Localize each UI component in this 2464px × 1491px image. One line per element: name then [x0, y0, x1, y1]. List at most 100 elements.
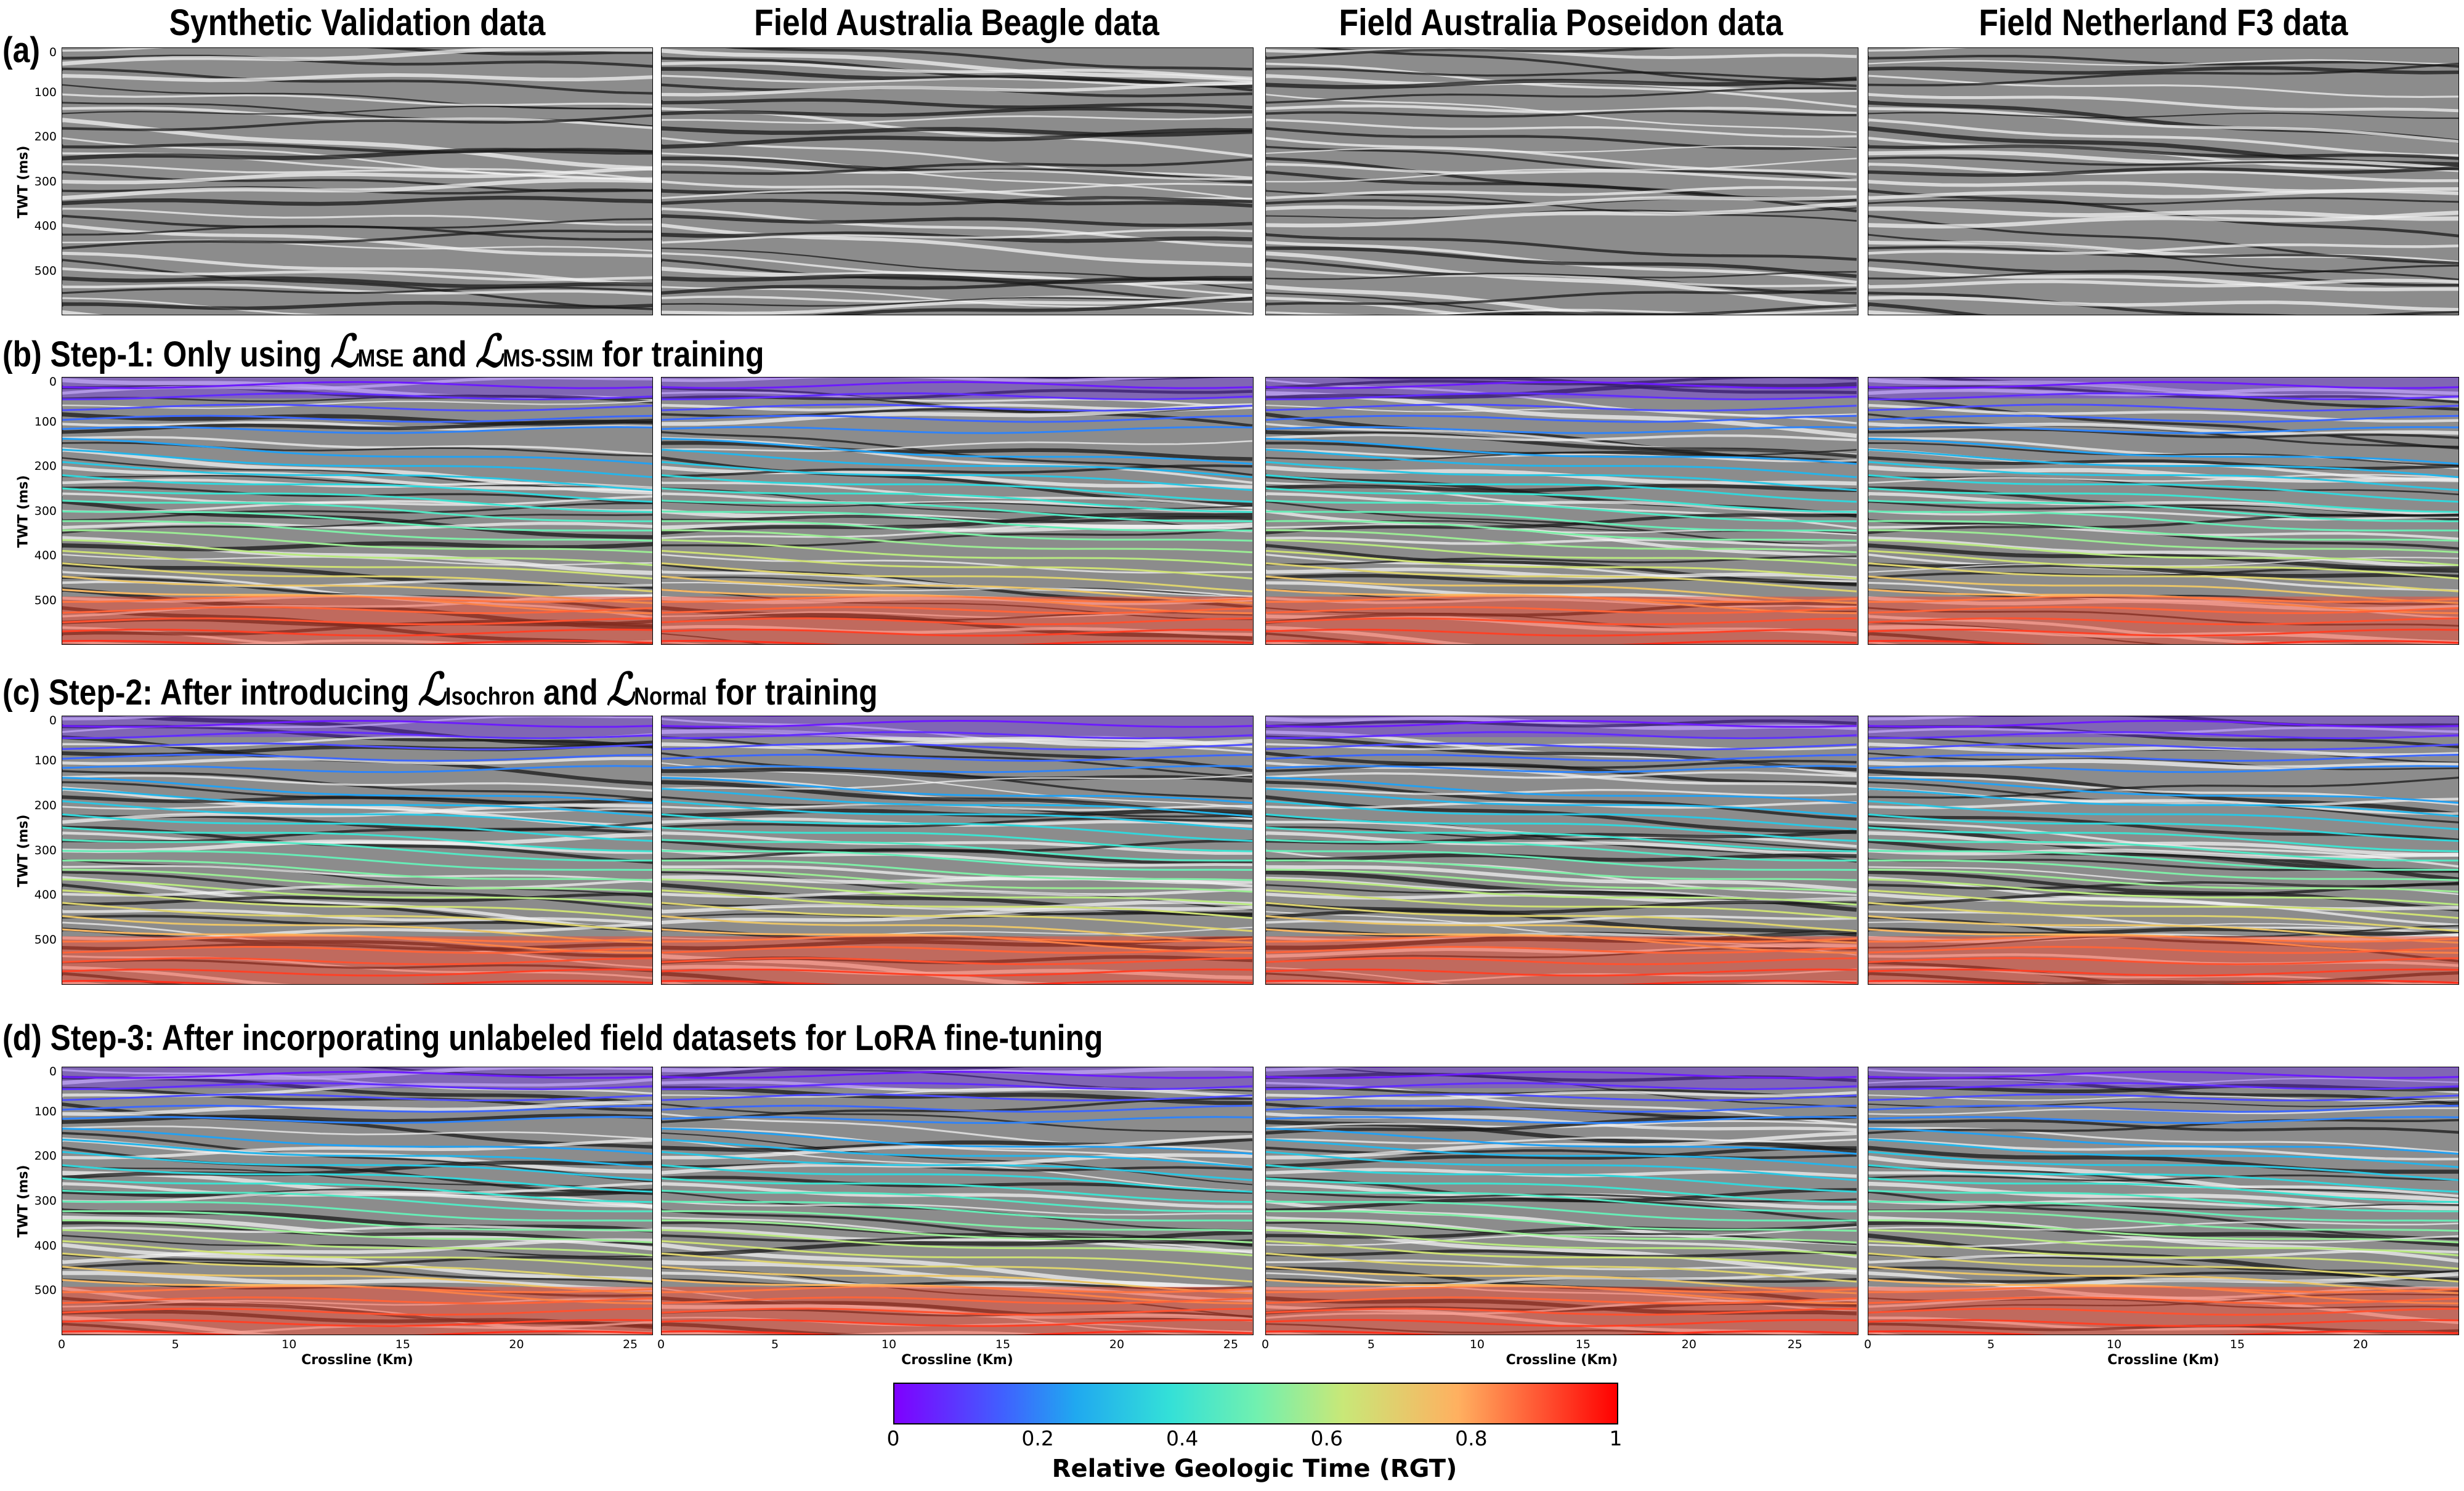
- panel-frame: [1868, 377, 2459, 645]
- y-tick-label: 300: [34, 843, 57, 857]
- y-tick-label: 0: [49, 714, 57, 727]
- x-tick-label: 0: [657, 1338, 665, 1351]
- x-tick-label: 5: [771, 1338, 779, 1351]
- y-tick-label: 200: [34, 130, 57, 143]
- seismic-panel-d-1: [62, 1067, 653, 1335]
- y-tick-label: 100: [34, 414, 57, 429]
- y-axis-label: TWT (ms): [15, 474, 31, 548]
- x-tick-label: 20: [1681, 1338, 1696, 1351]
- seismic-panel-b-1: [62, 377, 653, 645]
- panel-frame: [1265, 716, 1858, 985]
- column-title-beagle: Field Australia Beagle data: [754, 2, 1159, 43]
- x-tick-label: 15: [2229, 1338, 2245, 1351]
- y-tick-label: 200: [34, 798, 57, 812]
- x-tick-label: 15: [1575, 1338, 1591, 1351]
- y-tick-label: 100: [34, 753, 57, 767]
- panel-frame: [1868, 47, 2459, 315]
- seismic-panel-c-2: [661, 716, 1254, 985]
- panel-frame: [62, 716, 653, 985]
- x-axis-label: Crossline (Km): [901, 1352, 1013, 1368]
- x-tick-label: 0: [1261, 1338, 1270, 1351]
- x-tick-label: 10: [1469, 1338, 1485, 1351]
- column-title-poseidon: Field Australia Poseidon data: [1339, 2, 1783, 43]
- y-tick-label: 400: [34, 549, 57, 562]
- y-tick-label: 400: [34, 219, 57, 233]
- panel-frame: [1868, 1067, 2459, 1335]
- panel-frame: [1265, 47, 1858, 315]
- panel-frame: [1265, 377, 1858, 645]
- seismic-panel-d-4: [1868, 1067, 2459, 1335]
- y-tick-label: 500: [34, 264, 57, 278]
- colorbar-tick-label: 0.8: [1455, 1426, 1488, 1450]
- panel-frame: [1868, 716, 2459, 985]
- x-tick-label: 20: [509, 1338, 524, 1351]
- panel-frame: [62, 47, 653, 315]
- y-tick-label: 0: [49, 1065, 57, 1078]
- seismic-panel-b-4: [1868, 377, 2459, 645]
- seismic-panel-c-4: [1868, 716, 2459, 985]
- colorbar-tick-label: 1: [1609, 1426, 1623, 1450]
- seismic-panel-d-2: [661, 1067, 1254, 1335]
- panel-frame: [661, 716, 1254, 985]
- x-axis-label: Crossline (Km): [2107, 1352, 2219, 1368]
- seismic-panel-c-1: [62, 716, 653, 985]
- y-tick-label: 500: [34, 593, 57, 607]
- x-tick-label: 5: [1987, 1338, 1995, 1351]
- colorbar-tick-label: 0.2: [1021, 1426, 1054, 1450]
- y-tick-label: 500: [34, 1283, 57, 1298]
- y-tick-label: 300: [34, 1194, 57, 1208]
- seismic-panel-a-4: [1868, 47, 2459, 315]
- panel-frame: [62, 377, 653, 645]
- y-tick-label: 400: [34, 888, 57, 902]
- y-tick-label: 300: [34, 504, 57, 518]
- x-tick-label: 20: [1109, 1338, 1125, 1351]
- x-tick-label: 10: [282, 1338, 297, 1351]
- column-title-synthetic: Synthetic Validation data: [169, 2, 546, 43]
- column-title-f3: Field Netherland F3 data: [1979, 2, 2348, 43]
- panel-frame: [62, 1067, 653, 1335]
- x-tick-label: 10: [881, 1338, 897, 1351]
- y-tick-label: 200: [34, 459, 57, 473]
- row-title-c: (c) Step-2: After introducing ℒIsochron …: [2, 665, 878, 714]
- row-title-b: (b) Step-1: Only using ℒMSE and ℒMS-SSIM…: [2, 327, 764, 376]
- seismic-panel-a-2: [661, 47, 1254, 315]
- x-tick-label: 5: [171, 1338, 179, 1351]
- y-axis-label: TWT (ms): [15, 814, 31, 887]
- x-tick-label: 10: [2106, 1338, 2122, 1351]
- y-axis-label: TWT (ms): [15, 145, 31, 219]
- x-tick-label: 20: [2353, 1338, 2369, 1351]
- y-tick-label: 300: [34, 174, 57, 188]
- y-tick-label: 100: [34, 85, 57, 99]
- rgt-colorbar: [893, 1383, 1618, 1424]
- y-tick-label: 100: [34, 1104, 57, 1118]
- y-axis-label: TWT (ms): [15, 1165, 31, 1238]
- x-tick-label: 15: [395, 1338, 410, 1351]
- y-tick-label: 0: [49, 375, 57, 389]
- x-tick-label: 15: [995, 1338, 1011, 1351]
- colorbar-tick-label: 0: [886, 1426, 900, 1450]
- row-tag-a: (a): [2, 30, 40, 70]
- x-tick-label: 5: [1367, 1338, 1375, 1351]
- seismic-panel-d-3: [1265, 1067, 1858, 1335]
- panel-frame: [661, 1067, 1254, 1335]
- seismic-panel-a-1: [62, 47, 653, 315]
- seismic-panel-b-2: [661, 377, 1254, 645]
- row-title-d: (d) Step-3: After incorporating unlabele…: [2, 1018, 1103, 1058]
- y-tick-label: 200: [34, 1149, 57, 1163]
- y-tick-label: 500: [34, 933, 57, 947]
- x-tick-label: 25: [1223, 1338, 1239, 1351]
- panel-frame: [1265, 1067, 1858, 1335]
- x-tick-label: 0: [57, 1338, 66, 1351]
- y-tick-label: 0: [49, 46, 57, 59]
- panel-frame: [661, 47, 1254, 315]
- colorbar-label: Relative Geologic Time (RGT): [1052, 1455, 1457, 1483]
- colorbar-tick-label: 0.6: [1310, 1426, 1343, 1450]
- y-tick-label: 400: [34, 1238, 57, 1253]
- panel-frame: [661, 377, 1254, 645]
- x-tick-label: 25: [1787, 1338, 1802, 1351]
- seismic-panel-b-3: [1265, 377, 1858, 645]
- x-axis-label: Crossline (Km): [301, 1352, 413, 1368]
- x-tick-label: 25: [622, 1338, 638, 1351]
- seismic-panel-a-3: [1265, 47, 1858, 315]
- x-tick-label: 0: [1863, 1338, 1872, 1351]
